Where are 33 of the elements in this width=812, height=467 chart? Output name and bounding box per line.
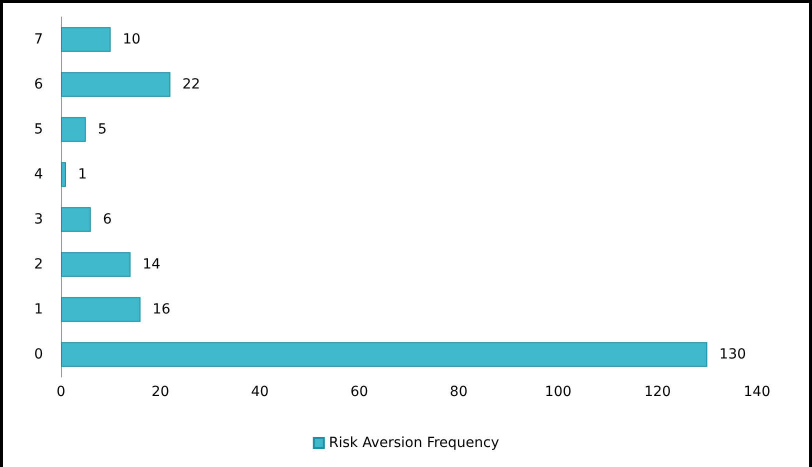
y-tick-label: 5 (34, 122, 43, 138)
y-tick-label: 2 (34, 256, 43, 272)
data-label: 130 (719, 346, 746, 362)
data-label: 6 (102, 212, 112, 228)
data-label: 10 (122, 32, 141, 48)
x-tick-label: 100 (544, 384, 572, 400)
bar (61, 207, 91, 232)
bar (61, 117, 86, 142)
bar (61, 252, 131, 277)
x-tick-label: 0 (56, 384, 66, 400)
x-tick-label: 60 (350, 384, 368, 400)
y-tick-label: 7 (34, 32, 43, 48)
bar (61, 297, 141, 322)
x-tick-label: 80 (450, 384, 468, 400)
y-tick-label: 0 (34, 346, 43, 362)
bar (61, 72, 170, 97)
x-tick-label: 140 (744, 384, 770, 400)
data-label: 22 (182, 76, 200, 92)
legend-label: Risk Aversion Frequency (328, 435, 500, 451)
x-tick-label: 120 (644, 384, 671, 400)
y-tick-label: 4 (34, 166, 44, 182)
x-tick-label: 20 (152, 384, 170, 400)
y-tick-label: 1 (34, 302, 43, 318)
data-label: 14 (142, 256, 161, 272)
data-label: 1 (78, 166, 87, 182)
bar (61, 162, 66, 187)
x-tick-label: 40 (250, 384, 269, 400)
data-label: 16 (152, 302, 170, 318)
bar (61, 27, 111, 52)
data-label: 5 (98, 122, 107, 138)
y-tick-label: 6 (34, 76, 44, 92)
y-tick-label: 3 (34, 212, 43, 228)
bar (61, 342, 708, 367)
